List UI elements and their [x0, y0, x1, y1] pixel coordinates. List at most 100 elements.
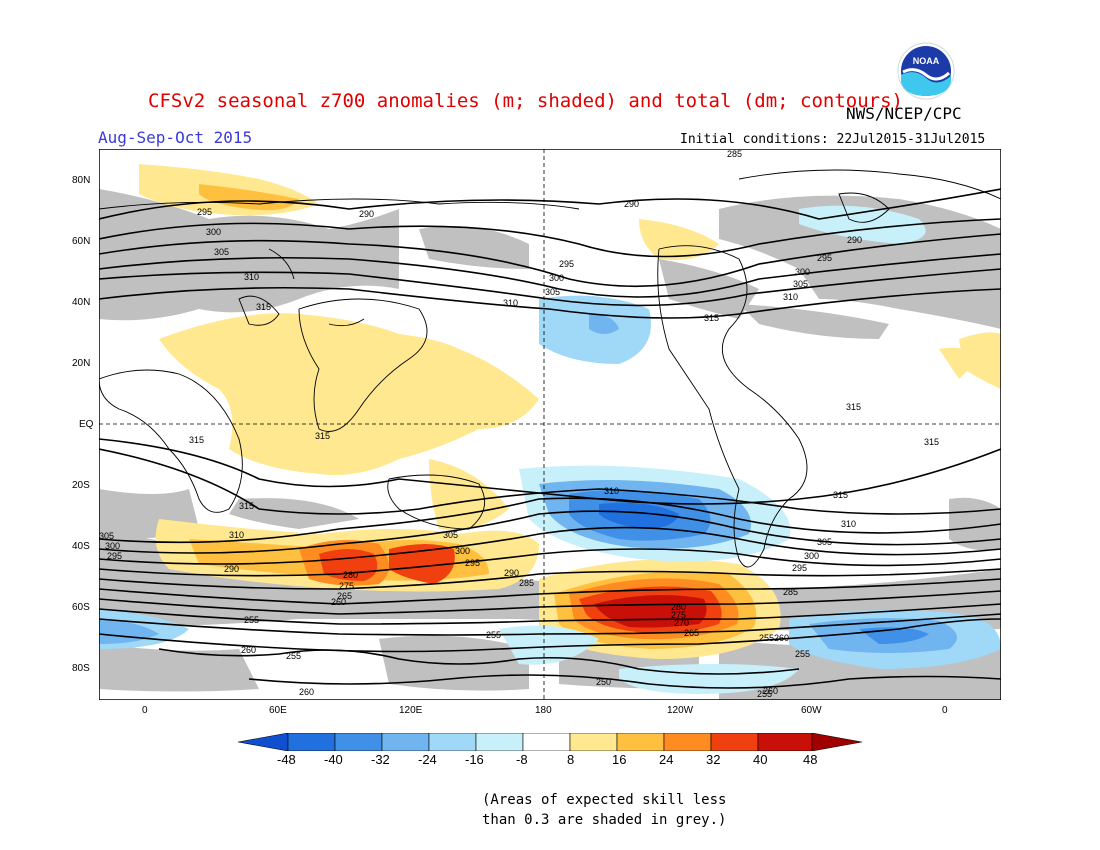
contour-label: 260 — [763, 686, 778, 696]
lon-label: 60W — [801, 705, 822, 716]
contour-label: 310 — [783, 292, 798, 302]
contour-label: 255 — [759, 633, 774, 643]
contour-label: 315 — [924, 437, 939, 447]
contour-label: 285 — [783, 587, 798, 597]
map-title: CFSv2 seasonal z700 anomalies (m; shaded… — [148, 90, 903, 112]
contour-label: 305 — [443, 530, 458, 540]
contour-label: 265 — [684, 628, 699, 638]
contour-label: 315 — [239, 501, 254, 511]
contour-label: 255 — [244, 615, 259, 625]
colorbar-tick: 48 — [803, 752, 818, 767]
contour-label: 315 — [256, 302, 271, 312]
contour-label: 300 — [804, 551, 819, 561]
colorbar-tick: 24 — [659, 752, 674, 767]
colorbar-tick: -48 — [277, 752, 296, 767]
lon-label: 60E — [269, 705, 287, 716]
colorbar-tick: -8 — [516, 752, 528, 767]
contour-label: 250 — [596, 677, 611, 687]
contour-label: 260 — [331, 597, 346, 607]
agency-label: NWS/NCEP/CPC — [846, 104, 962, 123]
contour-label: 300 — [795, 267, 810, 277]
contour-label: 290 — [624, 199, 639, 209]
contour-label: 310 — [244, 272, 259, 282]
contour-label: 295 — [197, 207, 212, 217]
contour-label: 315 — [189, 435, 204, 445]
contour-label: 295 — [559, 259, 574, 269]
contour-label: 315 — [846, 402, 861, 412]
colorbar-tick: -32 — [371, 752, 390, 767]
colorbar-tick: -40 — [324, 752, 343, 767]
colorbar — [238, 733, 862, 751]
contour-label: 275 — [671, 610, 686, 620]
contour-label: 315 — [315, 431, 330, 441]
contour-label: 290 — [359, 209, 374, 219]
svg-text:NOAA: NOAA — [913, 56, 940, 66]
colorbar-tick: -16 — [465, 752, 484, 767]
contour-label: 260 — [299, 687, 314, 697]
skill-note-line1: (Areas of expected skill less — [482, 792, 727, 808]
contour-label: 315 — [833, 490, 848, 500]
lat-label: 20N — [72, 358, 91, 369]
contour-label: 300 — [549, 273, 564, 283]
lat-label: 80N — [72, 175, 91, 186]
lon-label: 120W — [667, 705, 694, 716]
contour-label: 300 — [455, 546, 470, 556]
colorbar-tick: -24 — [418, 752, 437, 767]
contour-label: 305 — [793, 279, 808, 289]
lat-label: 80S — [72, 663, 90, 674]
contour-label: 295 — [107, 551, 122, 561]
lon-label: 0 — [942, 705, 948, 716]
contour-label: 285 — [727, 149, 742, 159]
reference-lines — [99, 149, 1001, 700]
lat-label: EQ — [79, 419, 94, 430]
contour-label: 315 — [704, 313, 719, 323]
contour-label: 290 — [504, 568, 519, 578]
contour-label: 260 — [241, 645, 256, 655]
lat-label: 20S — [72, 480, 90, 491]
contour-label: 285 — [519, 578, 534, 588]
contour-label: 255 — [486, 630, 501, 640]
colorbar-tick: 40 — [753, 752, 768, 767]
contour-label: 265 — [337, 591, 352, 601]
contour-label: 290 — [847, 235, 862, 245]
height-contours — [99, 188, 1001, 689]
contour-label: 255 — [795, 649, 810, 659]
lat-label: 40N — [72, 297, 91, 308]
contour-label: 295 — [792, 563, 807, 573]
contour-label: 295 — [465, 558, 480, 568]
contour-label: 310 — [503, 298, 518, 308]
skill-note-line2: than 0.3 are shaded in grey.) — [482, 812, 727, 828]
contour-label: 305 — [214, 247, 229, 257]
contour-label: 275 — [339, 581, 354, 591]
contour-label: 305 — [99, 531, 114, 541]
contour-label: 300 — [206, 227, 221, 237]
season-label: Aug-Sep-Oct 2015 — [98, 128, 253, 147]
lat-label: 40S — [72, 541, 90, 552]
contour-label: 255 — [286, 651, 301, 661]
contour-label: 290 — [224, 564, 239, 574]
colorbar-tick: 8 — [567, 752, 575, 767]
contour-label: 260 — [774, 633, 789, 643]
lat-label: 60S — [72, 602, 90, 613]
contour-label: 300 — [105, 541, 120, 551]
contour-label: 305 — [817, 537, 832, 547]
contour-label: 270 — [674, 618, 689, 628]
colorbar-tick: 32 — [706, 752, 721, 767]
lon-label: 180 — [535, 705, 552, 716]
initial-conditions: Initial conditions: 22Jul2015-31Jul2015 — [680, 132, 986, 147]
anomaly-map: 285 295 290 300 305 310 315 315 290 295 … — [99, 149, 1001, 700]
contour-labels: 285 295 290 300 305 310 315 315 290 295 … — [99, 149, 939, 699]
contour-label: 305 — [545, 287, 560, 297]
contour-label: 280 — [671, 602, 686, 612]
contour-label: 295 — [817, 253, 832, 263]
lat-label: 60N — [72, 236, 91, 247]
contour-label: 255 — [757, 689, 772, 699]
contour-label: 310 — [604, 486, 619, 496]
lon-label: 0 — [142, 705, 148, 716]
contour-label: 310 — [229, 530, 244, 540]
noaa-logo-icon: NOAA — [897, 42, 955, 100]
colorbar-tick: 16 — [612, 752, 627, 767]
lon-label: 120E — [399, 705, 423, 716]
contour-label: 310 — [841, 519, 856, 529]
contour-label: 280 — [343, 570, 358, 580]
